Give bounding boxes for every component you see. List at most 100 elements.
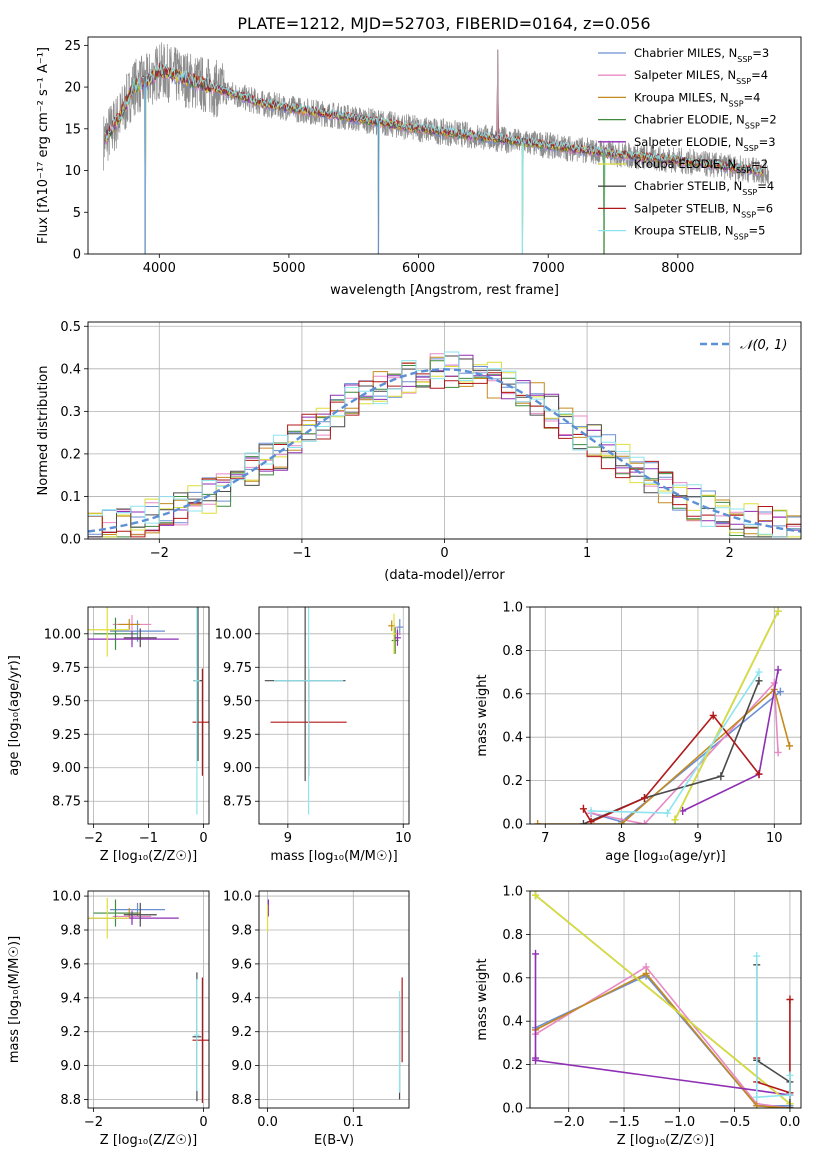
weight-series-line [756,956,791,1099]
axes-frame [258,606,410,825]
y-tick-label: 8.75 [223,795,252,810]
weight-marker [755,668,763,677]
x-axis-label: Z [log₁₀(Z/Z☉)] [100,849,197,864]
age_vs_mass-panel [255,606,410,828]
mass_vs_ebv-panel [255,890,410,1112]
x-tick-label: −2.0 [553,1115,585,1130]
legend-entry: Salpeter MILES, NSSP=4 [634,68,768,86]
weight-marker [776,687,784,696]
histogram-series [88,351,801,538]
errorbar-layer [88,607,209,815]
x-tick-label: 2 [726,546,734,561]
y-tick-label: 1.0 [502,885,523,900]
y-tick-label: 0.2 [502,774,523,789]
y-tick-label: 0.1 [60,490,81,505]
y-tick-label: 0.4 [502,731,523,746]
data-point [88,897,130,939]
weight-marker [786,741,794,750]
weight-marker [786,1104,794,1108]
weight-marker [532,1056,540,1065]
axes-frame [87,36,802,255]
data-point [93,899,138,927]
weight-series-line [590,681,779,824]
weight-marker [679,806,687,815]
x-tick-label: −1.0 [664,1115,696,1130]
data-point [192,977,209,1103]
data-point [391,613,397,654]
y-tick-label: 9.8 [231,923,252,938]
x-axis-label: wavelength [Angstrom, rest frame] [330,283,559,298]
weight_vs_Z-panel [526,890,802,1112]
legend-entry: Salpeter ELODIE, NSSP=3 [634,135,776,153]
figure-title: PLATE=1212, MJD=52703, FIBERID=0164, z=0… [237,14,650,33]
weight-marker [774,665,782,674]
axes-frame [87,606,210,825]
y-tick-label: 9.00 [52,761,81,776]
data-point [123,628,157,648]
x-tick-label: −0.5 [719,1115,751,1130]
weight-marker [755,770,763,779]
x-tick-label: −2 [84,831,103,846]
x-axis-label: (data-model)/error [384,568,505,583]
y-tick-label: 9.2 [60,1025,81,1040]
y-tick-label: 0.0 [502,1102,523,1117]
y-axis-label: Flux [fλ10⁻¹⁷ erg cm⁻² s⁻¹ A⁻¹] [36,47,51,244]
x-tick-label: 0 [199,831,207,846]
weight-marker [753,1093,761,1102]
weight-series-line [535,972,790,1108]
x-tick-label: 0.0 [780,1115,801,1130]
y-axis-label: age [log₁₀(age/yr)] [7,655,22,776]
x-axis-label: age [log₁₀(age/yr)] [605,849,726,864]
y-tick-label: 10.00 [44,627,81,642]
y-tick-label: 0.6 [502,687,523,702]
y-tick-label: 9.2 [231,1025,252,1040]
y-tick-label: 8.8 [231,1093,252,1108]
legend-entry: Kroupa ELODIE, NSSP=2 [634,157,768,175]
x-tick-label: −1.5 [608,1115,640,1130]
x-axis-label: mass [log₁₀(M/M☉)] [270,849,397,864]
x-axis-label: Z [log₁₀(Z/Z☉)] [617,1133,714,1148]
x-tick-label: 9 [694,831,702,846]
y-tick-label: 9.0 [231,1059,252,1074]
x-tick-label: 0 [440,546,448,561]
axes-frame [87,890,210,1109]
y-tick-label: 9.50 [223,694,252,709]
spectrum-lines [103,42,769,254]
data-point [194,979,200,1092]
x-tick-label: −1 [292,546,311,561]
data-point [118,619,141,630]
x-tick-label: 7000 [532,261,565,276]
x-tick-label: 5000 [272,261,305,276]
x-axis-label: E(B-V) [314,1133,354,1148]
y-tick-label: 0.4 [502,1015,523,1030]
weight-marker [641,793,649,802]
y-tick-label: 0.0 [502,818,523,833]
y-tick-label: 0.6 [502,971,523,986]
weight-marker [755,676,763,685]
weight-marker [618,820,626,824]
weight-marker [642,969,650,978]
weight-marker [579,820,587,824]
y-tick-label: 9.25 [52,728,81,743]
y-tick-label: 0.8 [502,928,523,943]
axes-frame [258,890,410,1109]
histogram-layer [88,351,801,538]
data-point [93,617,138,650]
legend-entry: Chabrier MILES, NSSP=3 [634,46,769,64]
x-tick-label: 10 [766,831,783,846]
axes-frame [87,321,802,540]
model-spectrum-line [104,49,764,174]
weight-marker [587,817,595,824]
mass_vs_Z-panel [84,890,210,1112]
weight-marker [786,1071,794,1080]
y-tick-label: 5 [73,206,81,221]
y-tick-label: 8.8 [60,1093,81,1108]
y-tick-label: 10.00 [215,627,252,642]
x-tick-label: 10 [395,831,412,846]
y-tick-label: 0 [73,248,81,263]
weight-marker [534,820,542,824]
weight-marker [717,772,725,781]
x-tick-label: 7 [541,831,549,846]
weight_vs_age-panel [526,606,802,828]
